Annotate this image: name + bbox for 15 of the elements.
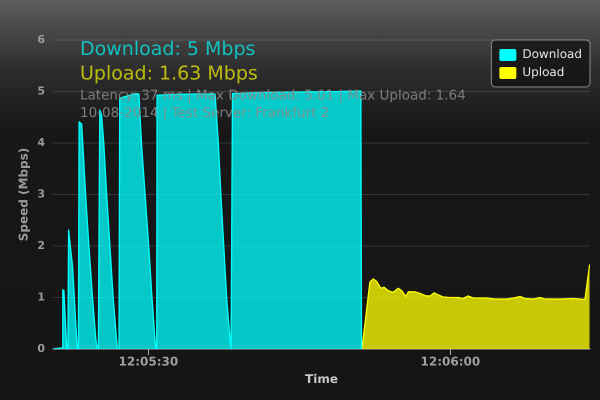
y-tick-label: 3 xyxy=(37,187,45,200)
y-tick-label: 4 xyxy=(37,136,46,149)
y-tick-label: 0 xyxy=(37,342,46,355)
legend-label: Download xyxy=(522,47,582,62)
annotation: Upload: 1.63 Mbps xyxy=(80,62,258,85)
x-tick-label: 12:06:00 xyxy=(420,354,480,368)
y-tick-label: 6 xyxy=(37,32,46,46)
x-axis-title: Time xyxy=(305,372,338,386)
y-tick-label: 2 xyxy=(37,238,45,252)
annotation: Download: 5 Mbps xyxy=(80,38,256,60)
legend-label: Upload xyxy=(522,65,564,80)
y-axis-title: Speed (Mbps) xyxy=(16,148,30,242)
y-tick-label: 5 xyxy=(37,84,45,98)
x-tick-label: 12:05:30 xyxy=(118,354,178,368)
y-tick-label: 1 xyxy=(37,290,45,304)
